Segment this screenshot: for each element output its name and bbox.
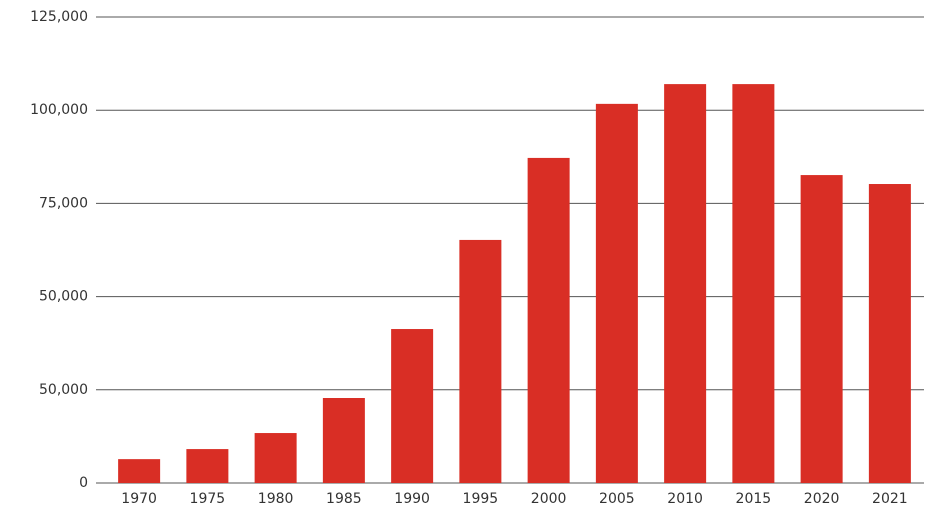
bar (800, 175, 843, 483)
bar (527, 157, 570, 483)
bar (391, 329, 434, 483)
x-tick-label: 2000 (531, 491, 567, 507)
y-tick-label: 50,000 (39, 289, 88, 305)
bar (732, 84, 775, 483)
x-tick-label: 1970 (121, 491, 157, 507)
x-tick-label: 2021 (872, 491, 908, 507)
bar (118, 459, 161, 483)
bar (664, 84, 707, 483)
x-tick-label: 1980 (258, 491, 294, 507)
y-tick-label: 125,000 (30, 9, 88, 25)
bar (254, 433, 297, 483)
x-tick-label: 1995 (463, 491, 499, 507)
x-tick-label: 2015 (736, 491, 772, 507)
bar (186, 449, 229, 483)
y-tick-label: 75,000 (39, 195, 88, 211)
x-tick-label: 1975 (190, 491, 226, 507)
y-tick-label: 0 (79, 475, 88, 491)
x-tick-label: 2005 (599, 491, 635, 507)
bar (595, 103, 638, 483)
x-tick-label: 1990 (394, 491, 430, 507)
y-tick-label: 50,000 (39, 382, 88, 398)
x-tick-label: 2010 (667, 491, 703, 507)
bar (459, 239, 502, 483)
x-tick-label: 2020 (804, 491, 840, 507)
x-tick-label: 1985 (326, 491, 362, 507)
bar (322, 398, 365, 483)
y-tick-label: 100,000 (30, 102, 88, 118)
bar (868, 184, 911, 483)
